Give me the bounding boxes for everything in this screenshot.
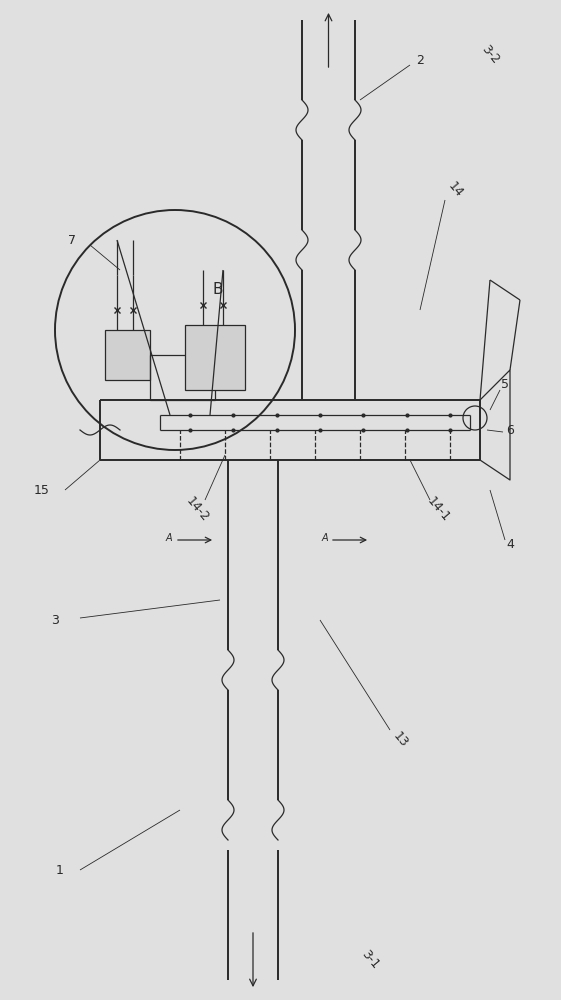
Text: 1: 1	[56, 863, 64, 876]
Text: 3-2: 3-2	[479, 43, 502, 67]
Text: 13: 13	[390, 730, 410, 750]
Text: 2: 2	[416, 53, 424, 66]
Text: A: A	[321, 533, 328, 543]
Text: 14-2: 14-2	[183, 495, 211, 525]
Text: 4: 4	[506, 538, 514, 552]
Text: 14-1: 14-1	[424, 495, 452, 525]
Bar	[105, 330, 150, 380]
Text: 3-1: 3-1	[358, 948, 381, 972]
Text: 6: 6	[506, 424, 514, 436]
Text: 15: 15	[34, 484, 50, 496]
Text: 14: 14	[445, 180, 465, 200]
Text: B: B	[213, 282, 223, 298]
Bar	[185, 325, 245, 390]
Text: 3: 3	[51, 613, 59, 626]
Text: A: A	[165, 533, 172, 543]
Text: 7: 7	[68, 233, 76, 246]
Text: 5: 5	[501, 378, 509, 391]
